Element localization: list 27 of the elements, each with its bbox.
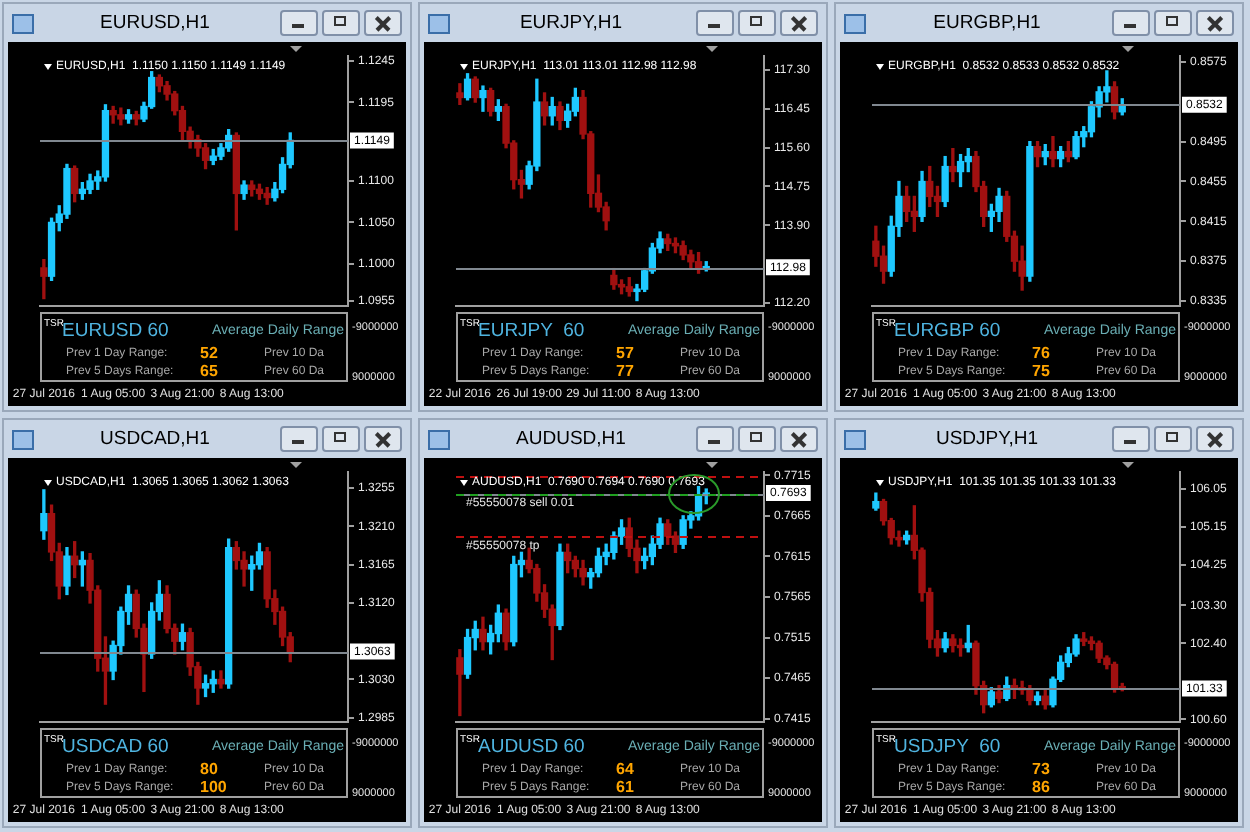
chart-title: USDJPY,H1 (933, 428, 1041, 450)
chart-title: EURJPY,H1 (517, 12, 625, 34)
text: 80 (200, 760, 219, 778)
text: EURUSD 60 (62, 320, 169, 342)
candlestick (40, 258, 48, 300)
text: 76 (1032, 344, 1051, 362)
text: 77 (616, 362, 635, 380)
candlestick (949, 147, 957, 183)
text: 100 (200, 778, 228, 796)
chart-title: USDCAD,H1 (98, 428, 212, 450)
text: 73 (1032, 760, 1051, 778)
text: 86 (1032, 778, 1051, 796)
chart-title: AUDUSD,H1 (514, 428, 628, 450)
chart-title: EURUSD,H1 (98, 12, 212, 34)
text: 75 (1032, 362, 1051, 380)
text: 65 (200, 362, 219, 380)
text: USDCAD 60 (62, 736, 169, 758)
text: EURGBP 60 (894, 320, 1001, 342)
text: 57 (616, 344, 635, 362)
text: USDJPY 60 (894, 736, 1001, 758)
candlestick (217, 670, 225, 689)
text: 52 (200, 344, 219, 362)
text: AUDUSD 60 (478, 736, 585, 758)
text: EURJPY 60 (478, 320, 585, 342)
text: 61 (616, 778, 635, 796)
text: 64 (616, 760, 635, 778)
chart-title: EURGBP,H1 (931, 12, 1043, 34)
